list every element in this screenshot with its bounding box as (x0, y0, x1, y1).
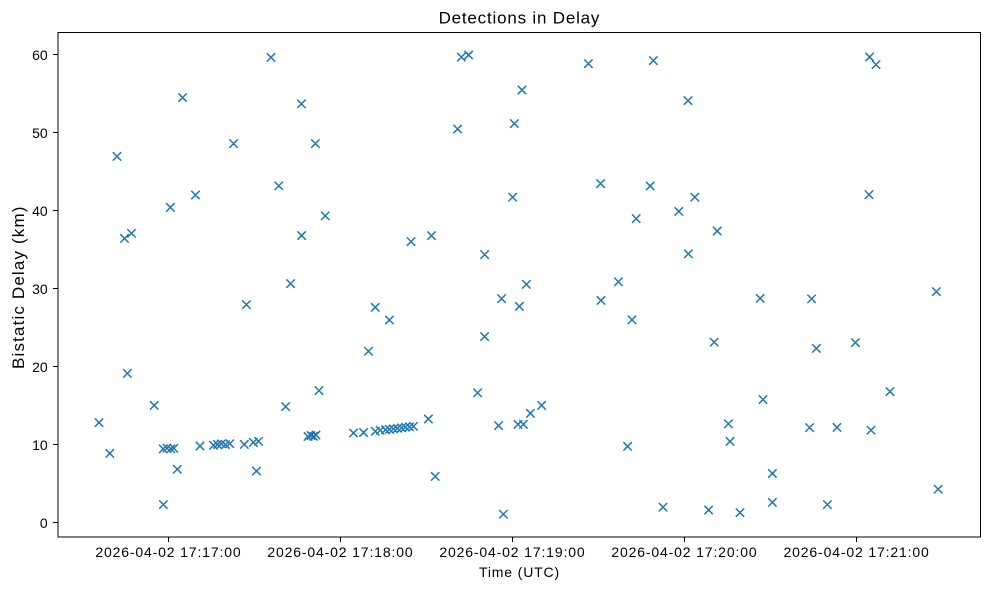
svg-text:50: 50 (32, 125, 48, 141)
svg-text:20: 20 (32, 359, 48, 375)
svg-text:2026-04-02 17:17:00: 2026-04-02 17:17:00 (95, 544, 241, 560)
svg-text:2026-04-02 17:18:00: 2026-04-02 17:18:00 (267, 544, 413, 560)
svg-text:10: 10 (32, 437, 48, 453)
svg-text:Bistatic Delay (km): Bistatic Delay (km) (9, 205, 28, 369)
svg-text:0: 0 (40, 515, 48, 531)
svg-text:40: 40 (32, 203, 48, 219)
svg-text:Time (UTC): Time (UTC) (479, 564, 560, 580)
svg-text:2026-04-02 17:20:00: 2026-04-02 17:20:00 (611, 544, 757, 560)
svg-text:60: 60 (32, 47, 48, 63)
svg-text:2026-04-02 17:21:00: 2026-04-02 17:21:00 (784, 544, 930, 560)
svg-text:30: 30 (32, 281, 48, 297)
svg-text:Detections in Delay: Detections in Delay (439, 8, 601, 27)
svg-text:2026-04-02 17:19:00: 2026-04-02 17:19:00 (439, 544, 585, 560)
